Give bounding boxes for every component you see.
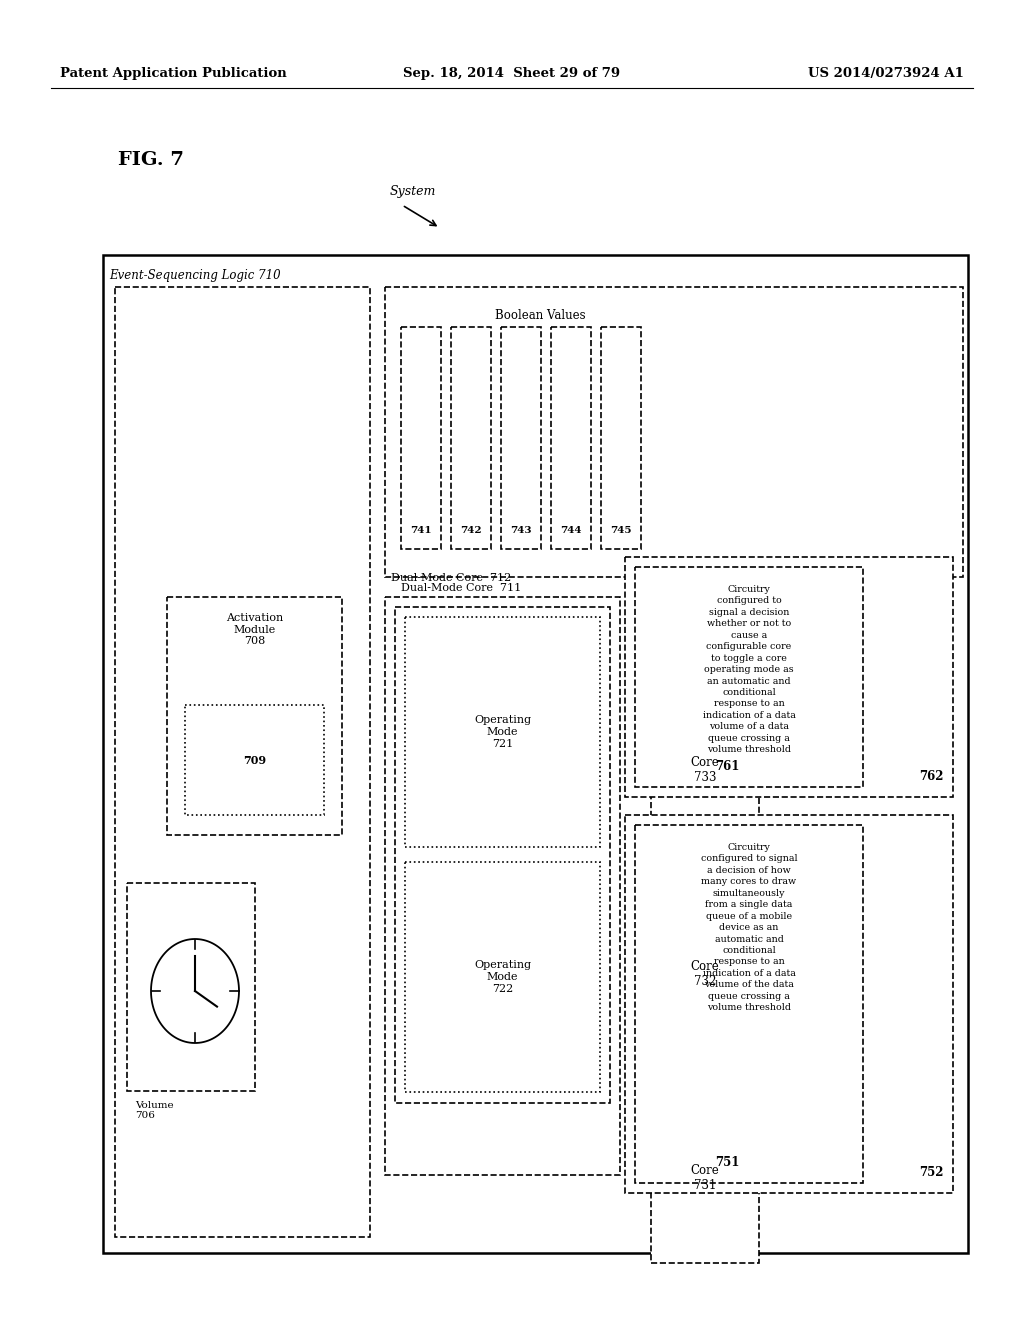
Text: Volume
706: Volume 706 (135, 1101, 174, 1121)
Text: Circuitry
configured to signal
a decision of how
many cores to draw
simultaneous: Circuitry configured to signal a decisio… (700, 843, 798, 1012)
Text: 745: 745 (610, 525, 632, 535)
Bar (651, 685, 759, 855)
Bar (406, 616, 600, 847)
Text: Boolean Values: Boolean Values (495, 309, 586, 322)
Bar (395, 607, 610, 1104)
Bar (651, 888, 759, 1059)
Text: Sep. 18, 2014  Sheet 29 of 79: Sep. 18, 2014 Sheet 29 of 79 (403, 66, 621, 79)
Text: 762: 762 (919, 771, 943, 784)
Text: Core
731: Core 731 (690, 1164, 720, 1192)
Bar (501, 327, 541, 549)
Text: Dual-Mode Core  711: Dual-Mode Core 711 (401, 583, 521, 593)
Bar (406, 862, 600, 1092)
Text: 744: 744 (560, 525, 582, 535)
Bar (167, 597, 342, 836)
Bar (401, 327, 441, 549)
Text: 752: 752 (919, 1167, 943, 1180)
Bar (625, 814, 953, 1193)
Bar (601, 327, 641, 549)
Text: Core
733: Core 733 (690, 756, 720, 784)
Text: FIG. 7: FIG. 7 (118, 150, 184, 169)
Text: Operating
Mode
721: Operating Mode 721 (474, 715, 531, 748)
Text: 742: 742 (460, 525, 482, 535)
Text: 743: 743 (510, 525, 531, 535)
Bar (185, 705, 324, 814)
Bar (635, 568, 863, 787)
Bar (451, 327, 490, 549)
Text: Circuitry
configured to
signal a decision
whether or not to
cause a
configurable: Circuitry configured to signal a decisio… (702, 585, 796, 754)
Bar (127, 883, 255, 1092)
Text: 709: 709 (243, 755, 266, 766)
Text: Operating
Mode
722: Operating Mode 722 (474, 961, 531, 994)
Bar (551, 327, 591, 549)
Text: 761: 761 (715, 760, 739, 774)
Bar (625, 557, 953, 797)
Text: US 2014/0273924 A1: US 2014/0273924 A1 (808, 66, 964, 79)
Text: Activation
Module
708: Activation Module 708 (226, 612, 283, 647)
Text: Patent Application Publication: Patent Application Publication (60, 66, 287, 79)
Text: 751: 751 (715, 1156, 739, 1170)
Bar (115, 286, 370, 1237)
Text: Dual-Mode Core  712: Dual-Mode Core 712 (391, 573, 511, 583)
Text: 741: 741 (411, 525, 432, 535)
Bar (385, 286, 963, 577)
Bar (635, 825, 863, 1183)
Text: Event-Sequencing Logic 710: Event-Sequencing Logic 710 (109, 268, 281, 281)
Bar (103, 255, 968, 1253)
Bar (385, 597, 620, 1175)
Text: Core
732: Core 732 (690, 960, 720, 987)
Text: System: System (390, 186, 436, 198)
Bar (651, 1093, 759, 1263)
